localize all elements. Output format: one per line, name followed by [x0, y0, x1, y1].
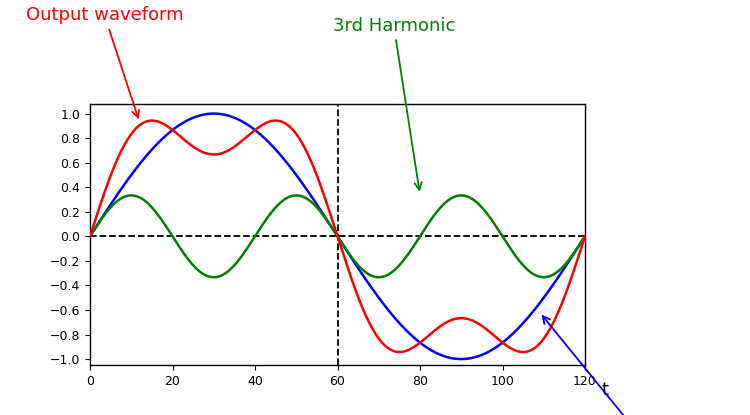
Text: Output waveform: Output waveform [26, 6, 183, 117]
Text: 3rd Harmonic: 3rd Harmonic [332, 17, 455, 190]
Text: Fundamental: Fundamental [543, 316, 722, 415]
X-axis label: t: t [602, 381, 608, 399]
